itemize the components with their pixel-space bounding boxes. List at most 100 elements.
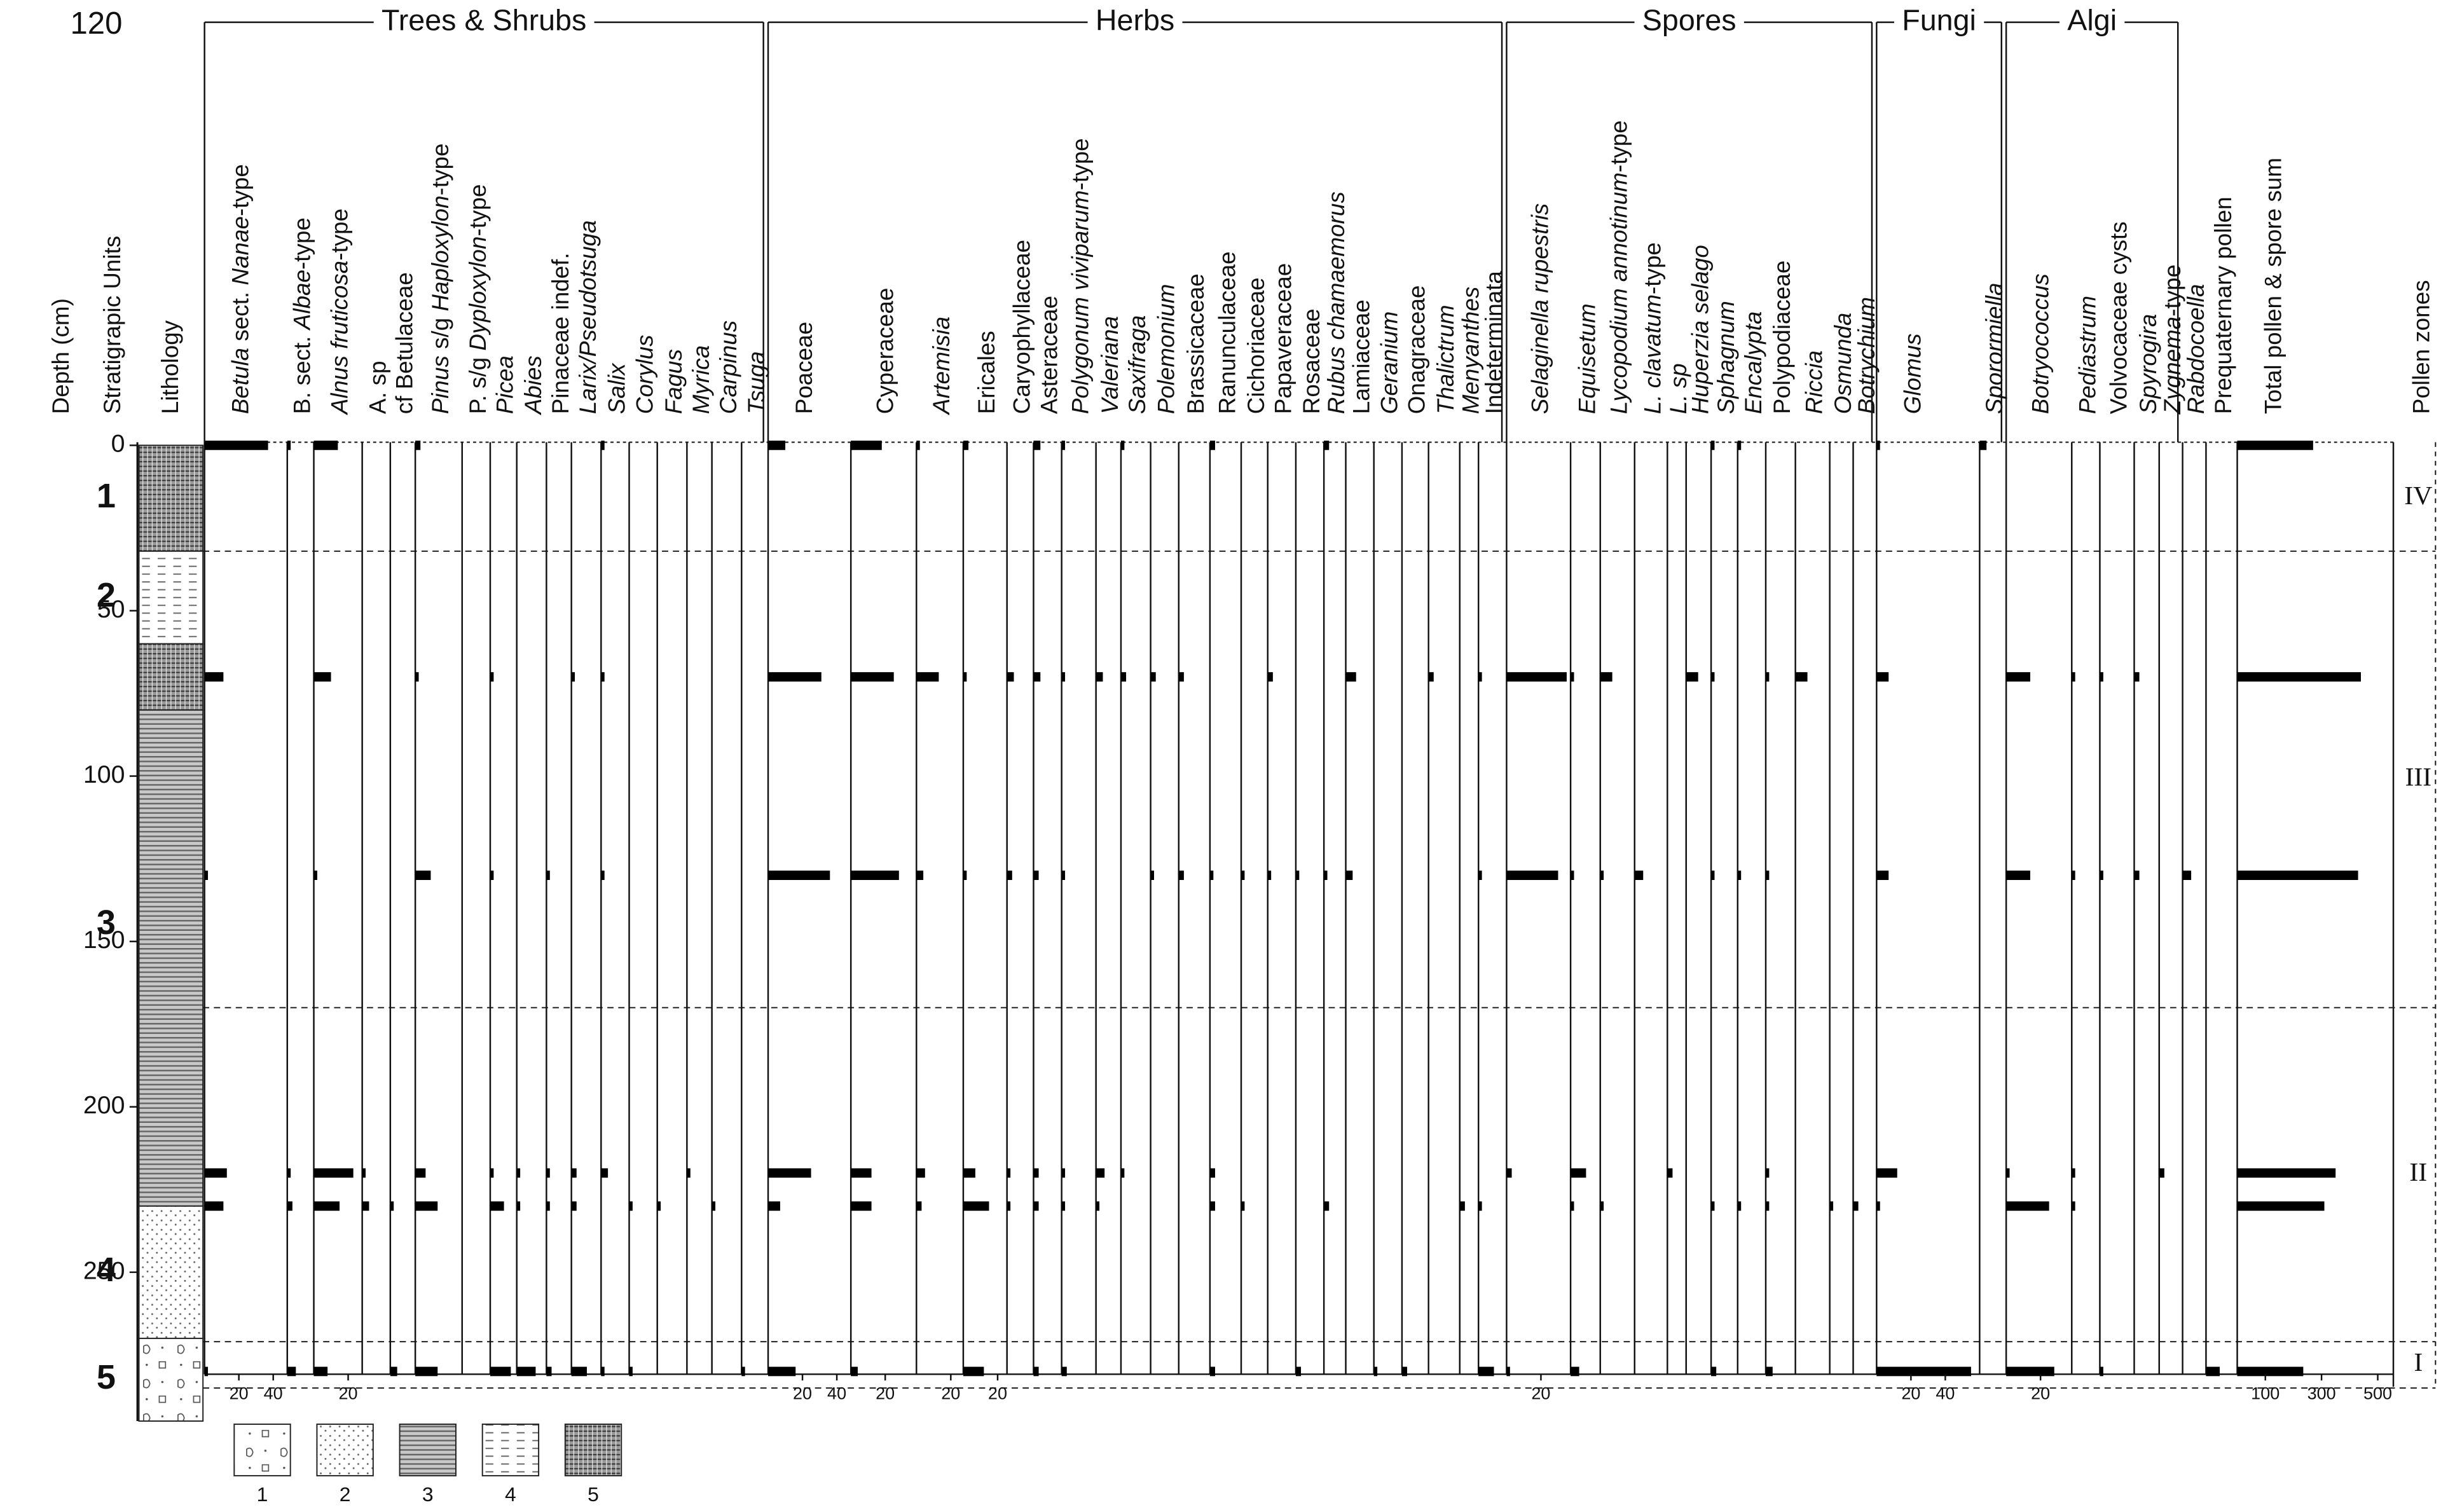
taxon-label-part: A. sp (364, 361, 390, 414)
taxon-label-part: Encalypta (1740, 312, 1766, 415)
bar (490, 672, 494, 682)
taxon-label: Valeriana (1097, 316, 1123, 414)
taxon-label-part: Indeterminata (1481, 271, 1507, 415)
taxon-label-part: Artemisia (928, 317, 954, 415)
x-tick-label: 20 (876, 1384, 895, 1403)
x-tick-label: 20 (988, 1384, 1007, 1403)
bar (1876, 672, 1889, 682)
bar (287, 1366, 296, 1377)
bar (2006, 1168, 2010, 1178)
bar (1178, 672, 1184, 682)
taxon-label: Lycopodium annotinum-type (1606, 120, 1632, 414)
bar (1324, 441, 1330, 450)
bar (1324, 1201, 1330, 1211)
taxon-label: Caryophyllaceae (1008, 240, 1035, 414)
bar (546, 1168, 550, 1178)
legend-swatch (399, 1423, 457, 1476)
bar (601, 1366, 605, 1377)
bar (1853, 1201, 1859, 1211)
taxon-label-part: Myrica (688, 345, 714, 414)
bar (1120, 1168, 1125, 1178)
taxon-label-part: Saxifraga (1124, 315, 1150, 415)
bar (916, 1201, 922, 1211)
unit-label: 5 (97, 1358, 116, 1396)
bar (601, 1168, 609, 1178)
bar (629, 1201, 633, 1211)
taxon-label-part: Poaceae (791, 322, 817, 414)
taxon-label: L. clavatum-type (1639, 242, 1665, 414)
taxon-label: A. sp (364, 361, 390, 414)
bar (2100, 1366, 2103, 1377)
bar (1795, 672, 1808, 682)
lithology-layer (138, 550, 204, 645)
x-tick-label: 300 (2307, 1384, 2336, 1403)
taxon-label-part: -type (1639, 242, 1665, 294)
taxon-label-part: Lamiaceae (1348, 299, 1374, 414)
taxon-label: Ericales (973, 331, 1000, 414)
taxon-label: Indeterminata (1481, 271, 1507, 415)
taxon-label: Rubus chamaemorus (1323, 191, 1349, 414)
taxon-label: Thalictrum (1433, 305, 1459, 414)
bar (1096, 672, 1103, 682)
taxon-label: Myrica (688, 345, 714, 414)
taxon-label: Botrychium (1853, 297, 1880, 414)
taxon-label-part: Rubus chamaemorus (1323, 191, 1349, 414)
bar (963, 1201, 989, 1211)
bar (571, 1168, 577, 1178)
bar (362, 1168, 366, 1178)
bar (2237, 1168, 2336, 1178)
taxon-label-part: Ericales (973, 331, 1000, 414)
bar (851, 870, 899, 881)
bar (851, 1168, 872, 1178)
bar (1007, 1168, 1011, 1178)
bar (1876, 1201, 1880, 1211)
taxon-label: Lamiaceae (1348, 299, 1374, 414)
taxon-label: Corylus (631, 334, 657, 414)
taxon-label: P. s/g Dyploxylon-type (465, 184, 491, 415)
zone-label: III (2405, 762, 2431, 792)
bar (1766, 1366, 1773, 1377)
bar (1241, 1201, 1245, 1211)
taxon-label: Osmunda (1830, 313, 1856, 415)
lithology-layer (138, 1205, 204, 1339)
bar (1711, 1201, 1715, 1211)
bar (1634, 870, 1644, 881)
bar (1829, 1201, 1834, 1211)
taxon-label-part: -type (1067, 138, 1093, 190)
taxon-label-part: Botrychium (1853, 297, 1880, 414)
taxon-label-part: Betula (227, 348, 253, 414)
header-number: 120 (70, 6, 122, 41)
taxon-label-part: Valeriana (1097, 316, 1123, 414)
legend-label: 3 (422, 1483, 434, 1506)
bar (1876, 1366, 1971, 1377)
bar (2237, 441, 2313, 450)
taxon-label: Rosaceae (1298, 308, 1324, 414)
bar (1459, 1201, 1465, 1211)
taxon-label-part: Dyploxylon (465, 236, 491, 350)
taxon-label: Tsuga (743, 351, 769, 414)
group-label: Trees & Shrubs (382, 3, 586, 36)
taxon-label: Encalypta (1740, 312, 1766, 415)
lithology-layer (138, 1337, 204, 1422)
bar (1600, 870, 1604, 881)
bar (204, 672, 224, 682)
bar (1711, 870, 1715, 881)
bar (313, 1366, 328, 1377)
taxon-label-part: Polemonium (1153, 284, 1179, 415)
taxon-label-part: -type (427, 143, 453, 195)
bar (1401, 1366, 1408, 1377)
bar (1571, 1366, 1579, 1377)
taxon-label-part: Pinus (427, 355, 453, 414)
bar (1033, 672, 1041, 682)
taxon-label-part: Huperzia selago (1687, 245, 1713, 414)
legend-label: 1 (257, 1483, 268, 1506)
bar (1061, 1201, 1066, 1211)
bar (204, 1168, 227, 1178)
legend-label: 2 (340, 1483, 351, 1506)
taxon-label: Fagus (661, 349, 687, 414)
bar (1979, 441, 1987, 450)
bar (1007, 672, 1014, 682)
lithology-layer (138, 643, 204, 711)
